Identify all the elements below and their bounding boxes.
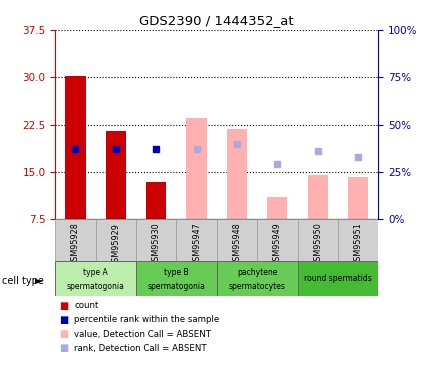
Text: ■: ■ — [60, 344, 69, 353]
Text: GSM95930: GSM95930 — [152, 223, 161, 266]
Bar — [217, 261, 298, 296]
Text: ■: ■ — [60, 301, 69, 310]
Bar — [257, 219, 298, 261]
Text: GSM95929: GSM95929 — [111, 223, 120, 267]
Text: type A: type A — [83, 267, 108, 276]
Bar — [187, 118, 207, 219]
Bar — [308, 175, 328, 219]
Text: spermatogonia: spermatogonia — [147, 282, 205, 291]
Bar — [176, 219, 217, 261]
Bar — [65, 76, 85, 219]
Text: ■: ■ — [60, 329, 69, 339]
Title: GDS2390 / 1444352_at: GDS2390 / 1444352_at — [139, 15, 294, 27]
Text: rank, Detection Call = ABSENT: rank, Detection Call = ABSENT — [74, 344, 207, 353]
Text: ►: ► — [35, 276, 43, 285]
Text: ■: ■ — [60, 315, 69, 325]
Text: percentile rank within the sample: percentile rank within the sample — [74, 315, 220, 324]
Bar — [55, 261, 136, 296]
Bar — [217, 219, 257, 261]
Bar — [227, 129, 247, 219]
Bar — [298, 219, 338, 261]
Text: GSM95948: GSM95948 — [232, 223, 241, 266]
Bar — [348, 177, 368, 219]
Text: type B: type B — [164, 267, 189, 276]
Text: count: count — [74, 301, 99, 310]
Text: value, Detection Call = ABSENT: value, Detection Call = ABSENT — [74, 330, 211, 339]
Bar — [136, 261, 217, 296]
Text: spermatogonia: spermatogonia — [67, 282, 125, 291]
Bar — [55, 219, 96, 261]
Text: GSM95949: GSM95949 — [273, 223, 282, 266]
Text: pachytene: pachytene — [237, 267, 277, 276]
Text: spermatocytes: spermatocytes — [229, 282, 286, 291]
Text: round spermatids: round spermatids — [304, 274, 372, 283]
Text: GSM95928: GSM95928 — [71, 223, 80, 266]
Text: cell type: cell type — [2, 276, 44, 285]
Bar — [136, 219, 176, 261]
Text: GSM95950: GSM95950 — [313, 223, 322, 266]
Bar — [146, 182, 166, 219]
Bar — [267, 197, 287, 219]
Bar — [106, 131, 126, 219]
Bar — [96, 219, 136, 261]
Text: GSM95951: GSM95951 — [354, 223, 363, 266]
Bar — [338, 219, 378, 261]
Text: GSM95947: GSM95947 — [192, 223, 201, 266]
Bar — [298, 261, 378, 296]
